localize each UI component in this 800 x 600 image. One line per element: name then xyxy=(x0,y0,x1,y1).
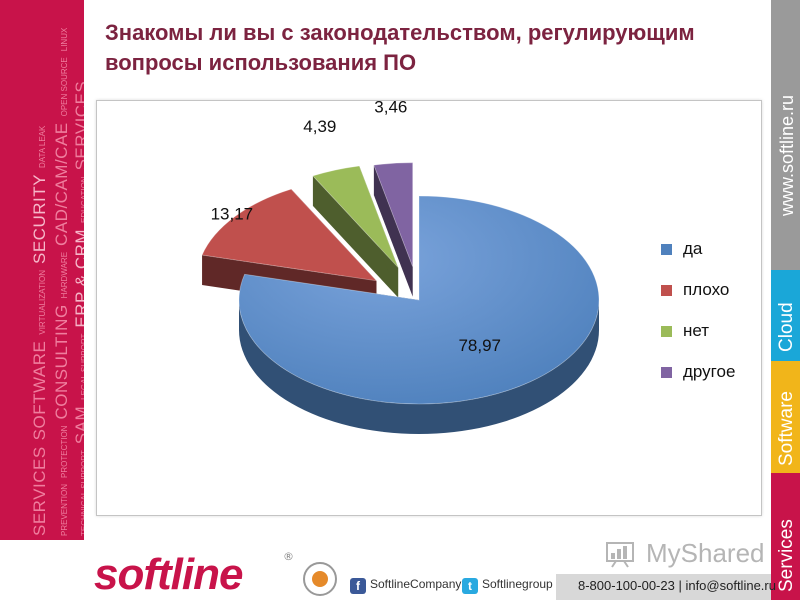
legend-swatch xyxy=(661,326,672,337)
legend-swatch xyxy=(661,367,672,378)
tab-services[interactable]: Services xyxy=(776,519,797,592)
facebook-label[interactable]: SoftlineCompany xyxy=(370,577,462,591)
twitter-icon[interactable]: t xyxy=(462,578,478,594)
slide-title: Знакомы ли вы с законодательством, регул… xyxy=(105,20,695,75)
twitter-label[interactable]: Softlinegroup xyxy=(482,577,553,591)
data-label-плохо: 13,17 xyxy=(211,205,254,224)
chart-watermark-icon xyxy=(606,542,634,568)
contact-bar xyxy=(556,574,771,600)
legend-label: нет xyxy=(683,321,710,340)
watermark-text: MyShared xyxy=(646,538,765,568)
tag-column-3: TECHNICAL SUPPORT SAM LEGAL SUPPORT ERP & C… xyxy=(72,75,84,536)
tag-word: CAD/CAM/CAE xyxy=(52,122,71,246)
tag-word: CONSULTING xyxy=(52,304,71,420)
legend-label: плохо xyxy=(683,280,730,299)
tag-word: VIRTUALIZATION xyxy=(38,270,47,335)
tag-word: PREVENTION xyxy=(60,483,69,536)
tag-word: LINUX xyxy=(60,27,69,52)
tag-word: EDUCATION xyxy=(80,176,84,223)
data-label-нет: 4,39 xyxy=(303,117,336,136)
tag-word: SAM xyxy=(72,405,84,445)
tag-word: SOFTWARE xyxy=(30,340,49,441)
tab-software-bg[interactable] xyxy=(771,361,800,473)
tag-word: SERVICES xyxy=(72,80,84,171)
pie-slice-да xyxy=(238,195,600,434)
legend-swatch xyxy=(661,244,672,255)
website-url[interactable]: www.softline.ru xyxy=(777,94,797,216)
tag-word: SERVICES xyxy=(30,446,49,536)
tab-cloud[interactable]: Cloud xyxy=(776,302,797,352)
pie-chart: 78,97 13,17 4,39 3,46 xyxy=(201,100,600,434)
tag-column-1: SERVICES SOFTWARE VIRTUALIZATION SECURITY DA… xyxy=(30,120,50,536)
tab-software[interactable]: Software xyxy=(776,391,797,466)
tag-word: DATA LEAK xyxy=(38,125,47,169)
contact-info[interactable]: 8-800-100-00-23 | info@softline.ru xyxy=(578,578,776,593)
tag-word: LEGAL SUPPORT xyxy=(80,333,84,400)
registered-mark: ® xyxy=(283,550,294,563)
tag-word: OPEN SOURCE xyxy=(60,57,69,117)
legend-swatch xyxy=(661,285,672,296)
tag-column-2: PREVENTION PROTECTION CONSULTING HARDWARE CA… xyxy=(52,22,72,536)
tag-word: PROTECTION xyxy=(60,425,69,478)
data-label-да: 78,97 xyxy=(458,336,501,355)
pie-slice-другое xyxy=(373,162,414,297)
left-tag-band: SERVICES SOFTWARE VIRTUALIZATION SECURITY DA… xyxy=(0,0,84,540)
legend-label: да xyxy=(683,239,703,258)
tag-word: HARDWARE xyxy=(60,251,69,299)
tab-services-bg[interactable] xyxy=(771,473,800,600)
tag-word: SECURITY xyxy=(30,174,49,265)
pie-slice-нет xyxy=(312,165,399,298)
tab-cloud-bg[interactable] xyxy=(771,270,800,361)
legend-label: другое xyxy=(683,362,736,381)
facebook-icon[interactable]: f xyxy=(350,578,366,594)
certification-badge-icon xyxy=(303,562,337,596)
tag-word: TECHNICAL SUPPORT xyxy=(80,450,84,536)
data-label-другое: 3,46 xyxy=(374,100,407,116)
tag-word: ERP & CRM xyxy=(72,228,84,328)
softline-logo[interactable]: softline xyxy=(94,550,243,599)
